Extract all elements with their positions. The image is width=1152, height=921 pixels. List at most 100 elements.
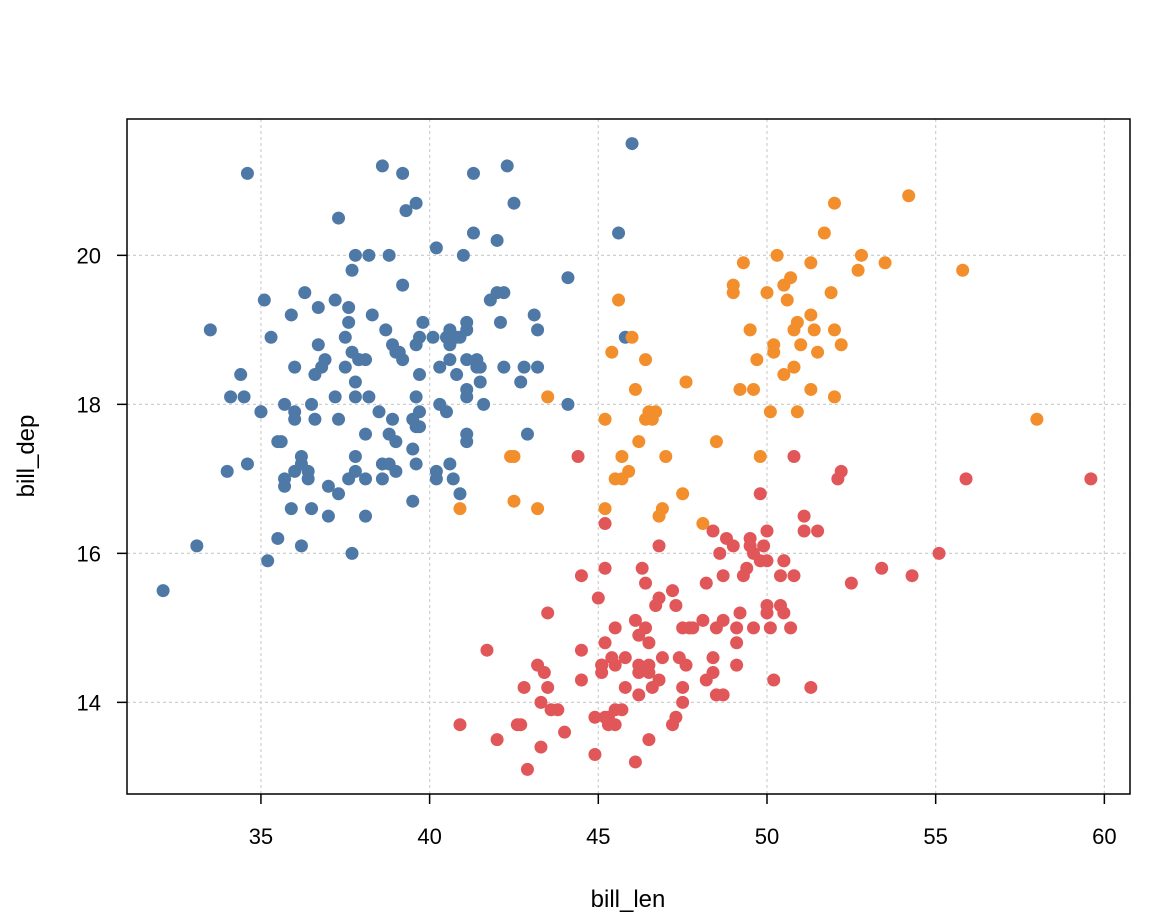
- data-point: [456, 248, 470, 262]
- data-point: [534, 740, 548, 754]
- y-axis: 14 16 18 20: [77, 243, 127, 715]
- data-point: [460, 315, 474, 329]
- data-point: [854, 248, 868, 262]
- data-point: [804, 256, 818, 270]
- data-point: [639, 621, 653, 635]
- data-point: [240, 457, 254, 471]
- data-point: [284, 502, 298, 516]
- data-point: [639, 412, 653, 426]
- data-point: [541, 606, 555, 620]
- data-point: [426, 330, 440, 344]
- data-point: [797, 509, 811, 523]
- data-point: [338, 330, 352, 344]
- data-point: [574, 569, 588, 583]
- data-point: [278, 397, 292, 411]
- data-point: [412, 368, 426, 382]
- data-point: [396, 278, 410, 292]
- data-point: [905, 569, 919, 583]
- data-point: [412, 420, 426, 434]
- data-point: [386, 412, 400, 426]
- y-tick-label: 16: [77, 541, 101, 566]
- data-point: [348, 390, 362, 404]
- data-point: [534, 695, 548, 709]
- data-point: [652, 539, 666, 553]
- data-point: [615, 472, 629, 486]
- data-point: [844, 576, 858, 590]
- data-point: [827, 196, 841, 210]
- data-point: [254, 405, 268, 419]
- data-point: [709, 435, 723, 449]
- data-point: [439, 405, 453, 419]
- data-point: [753, 554, 767, 568]
- data-point: [736, 256, 750, 270]
- data-point: [713, 546, 727, 560]
- x-axis-label: bill_len: [591, 886, 666, 913]
- data-point: [790, 405, 804, 419]
- data-point: [632, 435, 646, 449]
- data-point: [328, 293, 342, 307]
- data-point: [720, 531, 734, 545]
- data-point: [794, 338, 808, 352]
- data-point: [834, 464, 848, 478]
- data-point: [224, 390, 238, 404]
- data-point: [399, 204, 413, 218]
- data-point: [706, 651, 720, 665]
- data-point: [541, 680, 555, 694]
- data-point: [817, 226, 831, 240]
- data-point: [450, 368, 464, 382]
- data-point: [588, 710, 602, 724]
- x-tick-label: 50: [755, 824, 779, 849]
- data-point: [851, 263, 865, 277]
- data-point: [652, 591, 666, 605]
- data-point: [406, 442, 420, 456]
- data-point: [824, 286, 838, 300]
- data-point: [531, 502, 545, 516]
- y-tick-label: 18: [77, 392, 101, 417]
- data-point: [1084, 472, 1098, 486]
- data-point: [777, 606, 791, 620]
- data-point: [642, 666, 656, 680]
- data-point: [608, 621, 622, 635]
- data-point: [746, 621, 760, 635]
- data-point: [642, 636, 656, 650]
- y-tick-label: 20: [77, 243, 101, 268]
- data-point: [257, 293, 271, 307]
- data-point: [514, 375, 528, 389]
- data-point: [780, 293, 794, 307]
- data-point: [804, 382, 818, 396]
- data-point: [264, 330, 278, 344]
- data-point: [804, 308, 818, 322]
- data-point: [612, 226, 626, 240]
- data-point: [1030, 412, 1044, 426]
- series-gentoo: [453, 450, 1098, 776]
- data-point: [284, 308, 298, 322]
- data-point: [375, 472, 389, 486]
- x-tick-label: 45: [586, 824, 610, 849]
- data-point: [237, 390, 251, 404]
- data-point: [740, 561, 754, 575]
- data-point: [416, 315, 430, 329]
- data-point: [483, 293, 497, 307]
- data-point: [466, 226, 480, 240]
- data-point: [203, 323, 217, 337]
- data-point: [466, 166, 480, 180]
- data-point: [632, 688, 646, 702]
- data-point: [632, 666, 646, 680]
- data-point: [652, 673, 666, 687]
- data-point: [932, 546, 946, 560]
- data-point: [760, 524, 774, 538]
- x-axis: 35 40 45 50 55 60: [249, 794, 1117, 849]
- data-point: [298, 286, 312, 300]
- data-point: [348, 450, 362, 463]
- data-point: [342, 315, 356, 329]
- data-point: [288, 412, 302, 426]
- data-point: [362, 248, 376, 262]
- data-point: [409, 390, 423, 404]
- data-point: [348, 248, 362, 262]
- data-point: [760, 599, 774, 613]
- data-point: [332, 211, 346, 225]
- data-point: [234, 368, 248, 382]
- plot-frame: [126, 118, 1131, 795]
- data-point: [811, 524, 825, 538]
- data-point: [288, 464, 302, 478]
